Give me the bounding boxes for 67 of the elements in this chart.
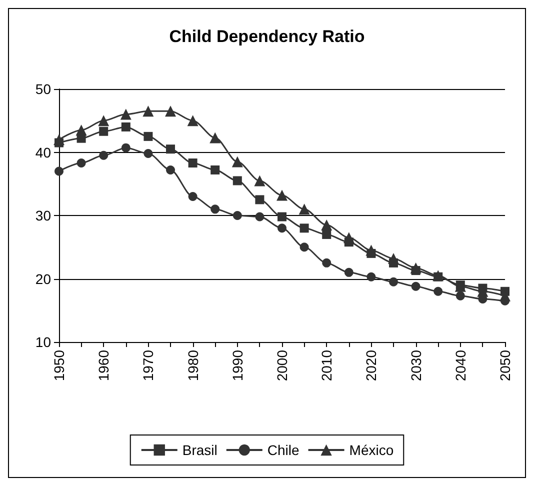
y-tick-label: 40 xyxy=(35,144,52,160)
point xyxy=(98,115,110,126)
x-tick-label: 2030 xyxy=(408,350,424,382)
point xyxy=(300,242,309,252)
point xyxy=(54,166,64,176)
point xyxy=(210,204,220,214)
point xyxy=(322,230,332,239)
point xyxy=(165,106,176,117)
point xyxy=(232,156,243,168)
y-tick-label: 20 xyxy=(35,270,52,287)
point xyxy=(121,143,130,152)
x-tick-label: 1980 xyxy=(184,350,201,382)
chart-title: Child Dependency Ratio xyxy=(169,27,365,46)
legend-label: Chile xyxy=(267,442,300,458)
point xyxy=(142,106,154,117)
point xyxy=(121,122,130,132)
point xyxy=(166,165,175,174)
legend-label: México xyxy=(349,442,394,458)
point xyxy=(366,244,377,256)
x-tick-label: 1970 xyxy=(140,350,156,382)
y-tick-label: 50 xyxy=(35,81,52,97)
point xyxy=(210,165,220,174)
point xyxy=(278,212,286,222)
point xyxy=(166,144,175,154)
point xyxy=(411,282,420,291)
point xyxy=(120,108,132,120)
point xyxy=(232,211,242,220)
point xyxy=(232,176,242,186)
point xyxy=(366,272,376,282)
point xyxy=(389,277,398,286)
point xyxy=(388,253,399,264)
x-tick-label: 2050 xyxy=(497,350,513,382)
x-tick-label: 2000 xyxy=(274,350,290,382)
point xyxy=(255,212,264,222)
x-tick-label: 2010 xyxy=(318,350,335,382)
point xyxy=(321,219,332,230)
point xyxy=(188,192,198,202)
point xyxy=(254,175,266,186)
point xyxy=(322,258,332,268)
point xyxy=(276,190,288,201)
x-tick-label: 1950 xyxy=(51,350,67,382)
x-tick-label: 1990 xyxy=(229,350,246,382)
point xyxy=(144,132,153,141)
point xyxy=(434,286,443,296)
point xyxy=(99,126,108,136)
y-tick-label: 30 xyxy=(35,208,52,224)
point xyxy=(76,124,87,136)
point xyxy=(344,268,354,277)
point xyxy=(54,134,64,146)
point xyxy=(144,149,153,158)
point xyxy=(255,195,264,204)
point xyxy=(187,115,198,126)
point xyxy=(300,224,309,233)
x-tick-label: 2020 xyxy=(363,350,380,382)
point xyxy=(410,262,422,274)
point xyxy=(99,150,108,160)
point xyxy=(278,224,286,233)
y-tick-label: 10 xyxy=(35,334,52,350)
point xyxy=(298,204,310,215)
point xyxy=(456,291,465,300)
point xyxy=(343,232,354,244)
point xyxy=(188,158,198,168)
legend-label: Brasil xyxy=(182,442,218,458)
point xyxy=(210,132,221,144)
x-tick-label: 1960 xyxy=(96,350,112,382)
x-tick-label: 2040 xyxy=(452,350,468,382)
point xyxy=(76,158,86,168)
